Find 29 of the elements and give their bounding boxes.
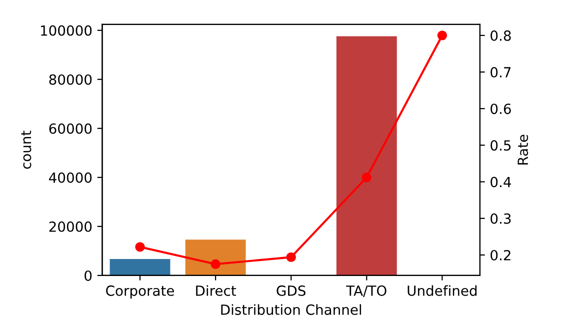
- bar: [185, 240, 246, 276]
- y2-axis-title: Rate: [518, 134, 528, 165]
- point: [135, 242, 145, 252]
- x-tick-label: Direct: [196, 285, 236, 296]
- point: [362, 172, 372, 182]
- y2-tick-label: 0.8: [490, 30, 511, 41]
- y-axis-title: count: [21, 130, 32, 169]
- x-tick-label: GDS: [276, 285, 306, 296]
- x-tick-label: TA/TO: [346, 285, 386, 298]
- y2-tick-label: 0.2: [490, 250, 510, 260]
- y-tick-label: 20000: [49, 221, 92, 232]
- point: [286, 252, 296, 262]
- bar: [110, 259, 170, 276]
- x-tick-label: Corporate: [106, 285, 174, 299]
- bar: [336, 36, 397, 276]
- y2-tick-label: 0.6: [490, 104, 511, 114]
- y2-tick-label: 0.4: [490, 176, 511, 188]
- y2-tick-label: 0.7: [490, 66, 511, 78]
- y-tick-label: 80000: [49, 74, 92, 85]
- y-tick-label: 40000: [49, 172, 92, 183]
- y-tick-label: 0: [84, 270, 92, 281]
- point: [210, 259, 220, 269]
- y2-tick-label: 0.3: [490, 213, 511, 224]
- y2-tick-label: 0.5: [490, 140, 511, 151]
- x-tick-label: Undefined: [408, 285, 477, 296]
- x-axis-title: Distribution Channel: [221, 304, 362, 315]
- y-tick-label: 100000: [41, 25, 92, 36]
- point: [437, 30, 448, 40]
- y-tick-label: 60000: [49, 123, 92, 134]
